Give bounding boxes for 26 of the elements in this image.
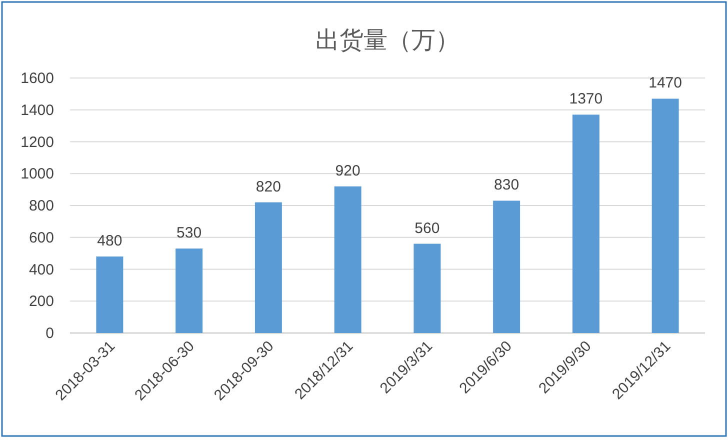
data-label: 480: [97, 232, 122, 250]
y-tick-label: 800: [28, 198, 54, 214]
data-label: 920: [335, 162, 360, 180]
y-tick-label: 600: [28, 229, 54, 246]
bar: [176, 248, 203, 333]
y-tick-label: 1200: [20, 134, 54, 151]
bar: [652, 98, 679, 333]
bar: [414, 244, 441, 333]
y-tick-label: 1600: [20, 70, 54, 87]
bar: [96, 256, 124, 333]
chart-title: 出货量（万）: [316, 27, 460, 54]
bar: [493, 200, 520, 333]
y-tick-label: 1000: [20, 166, 54, 183]
bar: [334, 186, 362, 333]
data-label: 560: [414, 220, 440, 237]
data-label: 820: [256, 178, 281, 196]
y-tick-label: 0: [46, 325, 54, 342]
y-tick-label: 400: [28, 261, 54, 278]
data-label: 830: [494, 176, 520, 194]
data-label: 530: [176, 224, 202, 242]
y-tick-label: 1400: [20, 102, 54, 119]
data-label: 1370: [569, 90, 603, 108]
bar: [572, 114, 600, 333]
y-tick-label: 200: [28, 293, 54, 310]
bar: [254, 202, 282, 333]
data-label: 1470: [648, 74, 682, 92]
